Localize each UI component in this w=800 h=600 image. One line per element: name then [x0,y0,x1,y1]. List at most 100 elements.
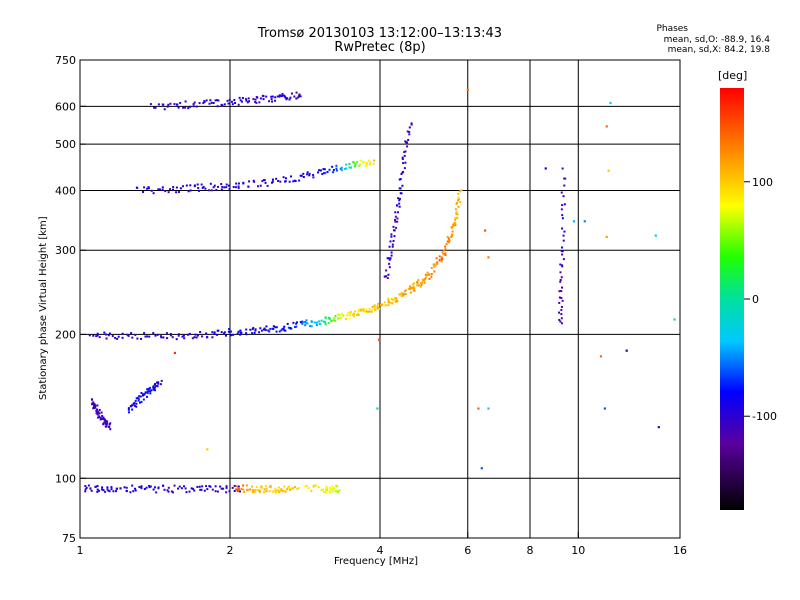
echo-point [248,100,251,103]
echo-point [295,91,298,94]
echo-point [254,101,257,104]
echo-point [356,312,359,315]
echo-point [238,487,241,490]
echo-point [116,337,119,340]
echo-point [275,177,278,180]
echo-point [404,161,407,164]
echo-point [409,291,412,294]
echo-point [404,150,407,153]
echo-point [302,176,305,179]
echo-point [607,169,610,172]
echo-point [419,285,422,288]
echo-point [135,402,138,405]
echo-point [238,96,241,99]
echo-point [222,487,225,490]
echo-point [331,165,334,168]
echo-point [104,421,107,424]
echo-point [125,489,128,492]
echo-point [305,319,308,322]
echo-point [208,485,211,488]
echo-point [154,106,157,109]
echo-point [223,331,226,334]
x-tick-label: 16 [673,544,687,557]
echo-point [402,292,405,295]
echo-point [328,490,331,493]
echo-point [106,486,109,489]
echo-point [372,162,375,165]
echo-point [203,100,206,103]
echo-point [98,336,101,339]
echo-point [450,235,453,238]
echo-point [275,330,278,333]
echo-point [397,197,400,200]
echo-point [130,404,133,407]
echo-point [91,398,94,401]
echo-point [251,489,254,492]
echo-point [605,235,608,239]
echo-point [110,486,113,489]
echo-point [299,174,302,177]
echo-point [104,490,107,493]
echo-point [318,320,321,323]
echo-point [316,321,319,324]
echo-point [272,327,275,330]
phases-heading: Phases [656,24,688,34]
echo-point [268,490,271,493]
echo-point [433,270,436,273]
echo-point [561,253,564,256]
echo-point [99,418,102,421]
echo-point [217,99,220,102]
echo-point [253,491,256,494]
echo-point [282,176,285,179]
echo-point [169,333,172,336]
echo-point [278,94,281,97]
echo-point [401,157,404,160]
echo-point [562,239,565,242]
echo-point [312,485,315,488]
echo-point [239,329,242,332]
echo-point [182,334,185,337]
echo-point [561,250,564,253]
echo-point [420,282,423,285]
echo-point [278,330,281,333]
echo-point [299,95,302,98]
echo-point [245,99,248,102]
echo-point [134,333,137,336]
echo-point [283,329,286,332]
echo-point [288,98,291,101]
echo-point [673,318,676,321]
echo-point [455,211,458,214]
echo-point [210,189,213,192]
echo-point [121,336,124,339]
echo-point [104,422,107,425]
y-axis-label: Stationary phase Virtual Height [km] [38,216,49,400]
echo-point [456,217,459,220]
echo-point [271,180,274,183]
echo-point [560,308,563,311]
echo-point [121,332,124,335]
echo-point [184,100,187,103]
echo-point [175,186,178,189]
echo-point [232,333,235,336]
echo-point [274,489,277,492]
echo-point [270,95,273,98]
echo-point [153,386,156,389]
echo-point [173,351,177,355]
echo-point [251,491,254,494]
echo-point [198,485,201,488]
echo-point [217,329,220,332]
echo-point [177,106,180,109]
echo-point [306,173,309,176]
echo-point [408,126,411,129]
echo-point [240,488,243,491]
echo-point [255,101,258,104]
echo-point [400,293,403,296]
echo-point [487,256,490,259]
echo-point [561,265,564,268]
echo-point [487,407,490,410]
echo-point [177,487,180,490]
echo-point [342,314,345,317]
echo-point [390,235,393,238]
echo-point [106,422,109,425]
